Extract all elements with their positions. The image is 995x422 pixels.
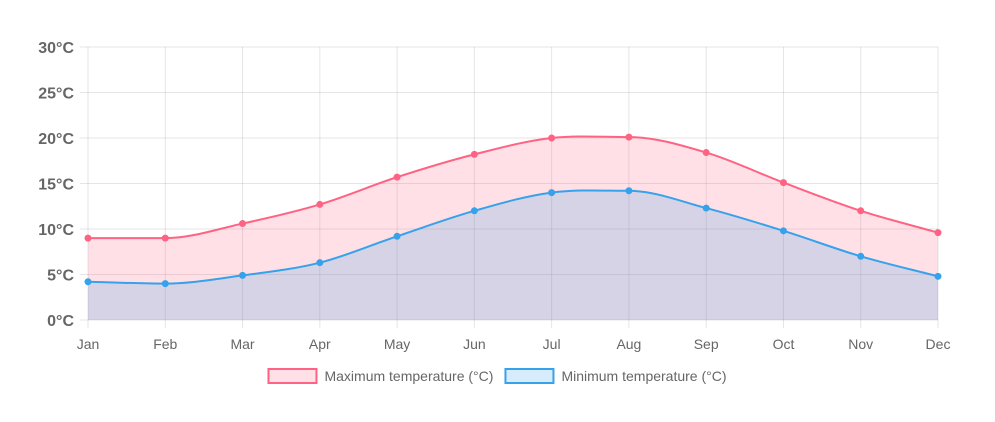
x-tick-label: Jun (463, 336, 486, 352)
y-tick-label: 0°C (47, 313, 74, 330)
legend-label-1: Minimum temperature (°C) (561, 368, 726, 384)
data-point (393, 173, 401, 181)
data-point (316, 259, 324, 267)
x-tick-label: Dec (926, 336, 951, 352)
x-axis: Jan Feb Mar Apr May Jun Jul Aug Sep Oct Nov Dec (77, 336, 951, 352)
grid-lines (80, 46, 939, 328)
data-point (702, 149, 710, 157)
data-point (393, 232, 401, 240)
x-tick-label: Feb (153, 336, 177, 352)
legend-label-0: Maximum temperature (°C) (324, 368, 493, 384)
data-point (316, 200, 324, 208)
data-point (161, 234, 169, 242)
data-point (239, 271, 247, 279)
x-tick-label: Aug (616, 336, 641, 352)
x-tick-label: Sep (694, 336, 719, 352)
data-point (934, 229, 942, 237)
x-tick-label: Nov (848, 336, 873, 352)
data-point (239, 220, 247, 228)
data-point (857, 252, 865, 260)
data-point (934, 272, 942, 280)
y-tick-label: 25°C (38, 86, 74, 103)
x-tick-label: Apr (309, 336, 331, 352)
data-point (702, 204, 710, 212)
area-fill-series-0 (88, 136, 938, 320)
data-point (84, 278, 92, 286)
area-fills (88, 136, 938, 320)
data-point (779, 179, 787, 187)
y-axis: 0°C 5°C 10°C 15°C 20°C 25°C 30°C (38, 40, 74, 330)
data-point (625, 187, 633, 195)
data-point (84, 234, 92, 242)
x-tick-label: Jan (77, 336, 100, 352)
legend-swatch-0[interactable] (267, 368, 318, 384)
data-point (548, 189, 556, 197)
y-tick-label: 10°C (38, 222, 74, 239)
data-point (161, 280, 169, 288)
y-tick-label: 15°C (38, 177, 74, 194)
data-points (84, 133, 942, 288)
legend[interactable]: Maximum temperature (°C) Minimum temperat… (267, 368, 727, 384)
data-point (470, 150, 478, 158)
y-tick-label: 20°C (38, 131, 74, 148)
data-point (857, 207, 865, 215)
data-point (470, 207, 478, 215)
data-point (548, 134, 556, 142)
legend-swatch-1[interactable] (504, 368, 555, 384)
x-tick-label: Mar (230, 336, 254, 352)
x-tick-label: Jul (543, 336, 561, 352)
area-fill-series-1 (88, 190, 938, 320)
data-point (779, 227, 787, 235)
data-point (625, 133, 633, 141)
y-tick-label: 5°C (47, 268, 74, 285)
y-tick-label: 30°C (38, 40, 74, 57)
x-tick-label: Oct (773, 336, 795, 352)
x-tick-label: May (384, 336, 410, 352)
